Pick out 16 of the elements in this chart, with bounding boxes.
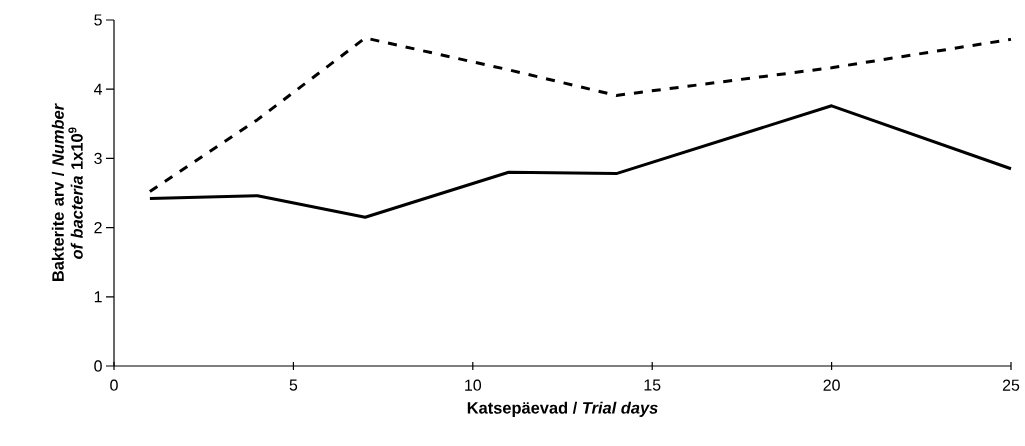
y-tick-label: 3 [94,152,102,165]
line-series [148,104,1013,219]
y-tick-label: 1 [94,291,102,303]
x-tick-label: 5 [289,379,298,391]
x-tick-label: 15 [644,379,661,391]
y-axis-title: Bakterite arv / Number of bacteria 1x10$^{9}$ [51,103,83,281]
x-axis-title: Katsepäevad / Trial days [467,401,658,417]
x-tick-label: 10 [465,379,482,391]
y-tick-label: 0 [94,360,102,372]
y-tick-label: 5 [94,14,102,26]
x-tick-label: 20 [823,379,840,391]
line-series [148,36,1013,194]
y-tick-label: 2 [94,222,102,234]
y-tick-label: 4 [93,83,103,95]
x-tick-label: 25 [1002,379,1020,391]
x-tick-label: 0 [110,379,118,391]
